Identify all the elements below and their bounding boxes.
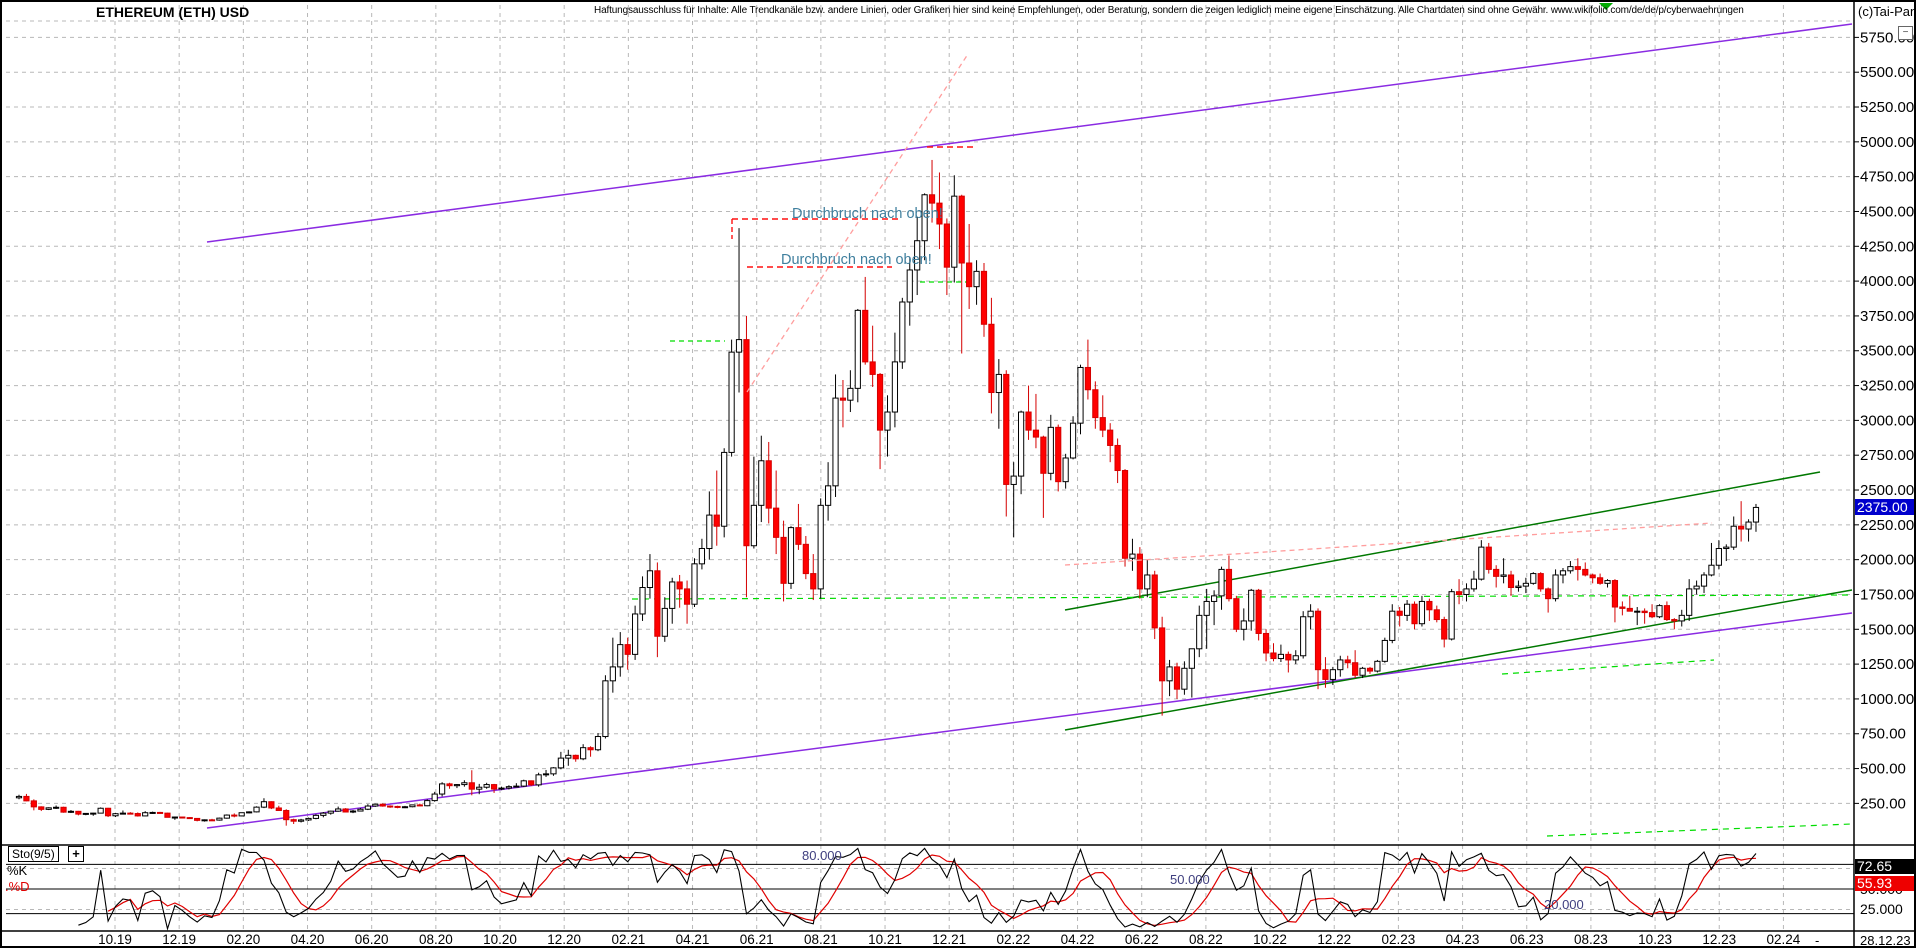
channel-darkgreen-lower <box>1064 589 1853 731</box>
svg-text:2750.00: 2750.00 <box>1860 447 1914 464</box>
date-tick-label: 04.20 <box>291 932 325 947</box>
disclaimer-text: Haftungsausschluss für Inhalte: Alle Tre… <box>594 5 1744 16</box>
stochastic-d-value-badge: 55.93 <box>1855 876 1914 891</box>
date-tick-label: 02.23 <box>1382 932 1416 947</box>
svg-text:2250.00: 2250.00 <box>1860 517 1914 534</box>
stochastic-k-label: %K <box>7 863 28 878</box>
price-axis-labels: 250.00 500.00 750.00 1000.00 1250.00 1500.00 1… <box>1854 29 1914 812</box>
current-price-badge: 2375.00 <box>1855 499 1914 515</box>
svg-text:750.00: 750.00 <box>1860 726 1906 743</box>
svg-text:4750.00: 4750.00 <box>1860 169 1914 186</box>
svg-text:250.00: 250.00 <box>1860 795 1906 812</box>
gridlines <box>6 5 1854 931</box>
candlestick-series <box>15 159 1760 826</box>
date-tick-label: 06.23 <box>1510 932 1544 947</box>
svg-text:500.00: 500.00 <box>1860 761 1906 778</box>
stochastic-d-line <box>107 854 1757 927</box>
annotation-text: Durchbruch nach oben! <box>781 252 932 268</box>
axis-separator: - <box>1815 933 1820 948</box>
sto-level-label: 80.000 <box>802 848 842 863</box>
date-tick-label: 02.21 <box>611 932 645 947</box>
trend-salmon-steep <box>746 53 969 393</box>
add-indicator-button[interactable]: + <box>68 846 84 862</box>
sto-level-label: 20.000 <box>1544 897 1584 912</box>
date-tick-label: 08.20 <box>419 932 453 947</box>
date-tick-label: 10.23 <box>1638 932 1672 947</box>
svg-text:4500.00: 4500.00 <box>1860 203 1914 220</box>
date-tick-label: 12.23 <box>1702 932 1736 947</box>
date-tick-label: 06.20 <box>355 932 389 947</box>
date-tick-label: 04.23 <box>1446 932 1480 947</box>
resistance-salmon-long <box>1064 522 1713 566</box>
date-tick-label: 12.19 <box>162 932 196 947</box>
svg-text:4000.00: 4000.00 <box>1860 273 1914 290</box>
stochastic-d-label: .%D <box>5 879 30 894</box>
svg-text:2000.00: 2000.00 <box>1860 552 1914 569</box>
date-tick-label: 10.20 <box>483 932 517 947</box>
sto-axis-label: 25.000 <box>1860 901 1903 917</box>
collapse-button[interactable]: − <box>1898 26 1913 40</box>
svg-text:4250.00: 4250.00 <box>1860 238 1914 255</box>
svg-text:3500.00: 3500.00 <box>1860 343 1914 360</box>
date-axis-labels: 10.19 12.19 02.20 04.20 06.20 08.20 10.20 12.20… <box>98 932 1801 947</box>
date-tick-label: 08.21 <box>804 932 838 947</box>
instrument-title: ETHEREUM (ETH) USD <box>96 4 250 20</box>
svg-text:3250.00: 3250.00 <box>1860 378 1914 395</box>
date-tick-label: 06.21 <box>740 932 774 947</box>
date-tick-label: 12.20 <box>547 932 581 947</box>
svg-text:5500.00: 5500.00 <box>1860 64 1914 81</box>
trend-purple-lower <box>206 612 1853 829</box>
date-tick-label: 02.22 <box>996 932 1030 947</box>
date-tick-label: 02.24 <box>1767 932 1801 947</box>
svg-text:3000.00: 3000.00 <box>1860 412 1914 429</box>
svg-text:5000.00: 5000.00 <box>1860 134 1914 151</box>
stochastic-k-value-badge: 72.65 <box>1855 859 1914 874</box>
support-lightgreen-c <box>1501 659 1715 675</box>
svg-text:5250.00: 5250.00 <box>1860 99 1914 116</box>
date-tick-label: 12.21 <box>932 932 966 947</box>
svg-text:1000.00: 1000.00 <box>1860 691 1914 708</box>
decorations <box>1599 3 1613 10</box>
last-date-label: 28.12.23 <box>1860 933 1911 948</box>
support-lightgreen-long <box>631 594 1853 600</box>
date-tick-label: 02.20 <box>226 932 260 947</box>
sto-level-label: 50.000 <box>1170 872 1210 887</box>
stochastic-k-line <box>78 847 1757 931</box>
svg-text:1250.00: 1250.00 <box>1860 656 1914 673</box>
breakout-annotations: Durchbruch nach oben! Durchbruch nach obe… <box>781 206 943 268</box>
date-tick-label: 10.21 <box>868 932 902 947</box>
date-tick-label: 04.22 <box>1061 932 1095 947</box>
svg-text:2500.00: 2500.00 <box>1860 482 1914 499</box>
copyright-label: (c)Tai-Pan <box>1858 4 1916 19</box>
date-tick-label: 12.22 <box>1317 932 1351 947</box>
support-lightgreen-d <box>1546 823 1853 837</box>
date-tick-label: 08.23 <box>1574 932 1608 947</box>
trendlines-over <box>731 53 1713 566</box>
annotation-text: Durchbruch nach oben! <box>792 206 943 222</box>
date-tick-label: 06.22 <box>1125 932 1159 947</box>
svg-text:1500.00: 1500.00 <box>1860 621 1914 638</box>
indicator-name-button[interactable]: Sto(9/5) <box>8 846 59 862</box>
svg-text:3750.00: 3750.00 <box>1860 308 1914 325</box>
date-tick-label: 04.21 <box>676 932 710 947</box>
date-tick-label: 10.19 <box>98 932 132 947</box>
trend-purple-upper <box>206 23 1853 243</box>
svg-text:1750.00: 1750.00 <box>1860 586 1914 603</box>
date-tick-label: 08.22 <box>1189 932 1223 947</box>
top-marker-icon <box>1599 3 1613 10</box>
date-tick-label: 10.22 <box>1253 932 1287 947</box>
